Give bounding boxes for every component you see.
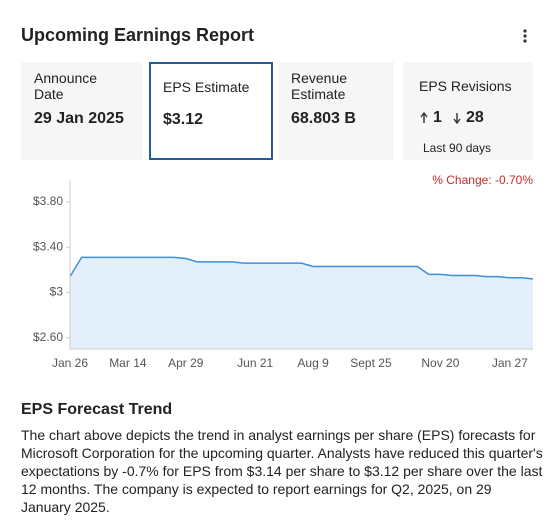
x-tick-label: Jun 21 bbox=[237, 356, 273, 370]
x-tick-label: Jan 27 bbox=[492, 356, 528, 370]
y-tick-label: $3 bbox=[50, 285, 64, 299]
eps-chart: % Change: -0.70% $2.60 $3 $3.40 $3.80 Jan 26… bbox=[33, 173, 534, 370]
announce-card: Announce Date 29 Jan 2025 bbox=[21, 62, 142, 160]
card-label: Revenue Estimate bbox=[291, 70, 348, 102]
x-tick-label: Sept 25 bbox=[350, 356, 392, 370]
revenue-card: Revenue Estimate 68.803 B bbox=[279, 62, 394, 160]
y-tick-label: $2.60 bbox=[33, 330, 63, 344]
area-fill bbox=[70, 257, 533, 349]
x-tick-label: Aug 9 bbox=[297, 356, 329, 370]
widget-title: Upcoming Earnings Report bbox=[21, 25, 255, 45]
up-count: 1 bbox=[433, 109, 442, 126]
up-arrow bbox=[420, 112, 428, 123]
card-value: 68.803 B bbox=[291, 110, 356, 127]
eps-card[interactable]: EPS Estimate $3.12 bbox=[149, 62, 273, 160]
change-annotation: % Change: -0.70% bbox=[432, 173, 533, 187]
card-label: EPS Revisions bbox=[419, 78, 512, 94]
x-tick-label: Apr 29 bbox=[168, 356, 204, 370]
card-note: Last 90 days bbox=[423, 141, 492, 155]
menu-button[interactable] bbox=[518, 28, 532, 44]
eps-line bbox=[69, 256, 534, 280]
x-tick-label: Jan 26 bbox=[52, 356, 88, 370]
y-tick-label: $3.80 bbox=[33, 194, 63, 208]
section-title: EPS Forecast Trend bbox=[21, 401, 173, 418]
section-text: The chart above depicts the trend in ana… bbox=[21, 427, 543, 515]
revisions-card: EPS Revisions 1 28 Last 90 days bbox=[403, 62, 533, 160]
card-label: EPS Estimate bbox=[163, 79, 250, 95]
down-arrow bbox=[453, 113, 461, 124]
x-tick-label: Nov 20 bbox=[421, 356, 459, 370]
y-tick-label: $3.40 bbox=[33, 239, 63, 253]
x-tick-label: Mar 14 bbox=[109, 356, 147, 370]
down-count: 28 bbox=[466, 109, 484, 126]
card-value: $3.12 bbox=[163, 111, 204, 128]
card-value: 29 Jan 2025 bbox=[34, 110, 124, 127]
card-label: Announce Date bbox=[34, 70, 98, 102]
